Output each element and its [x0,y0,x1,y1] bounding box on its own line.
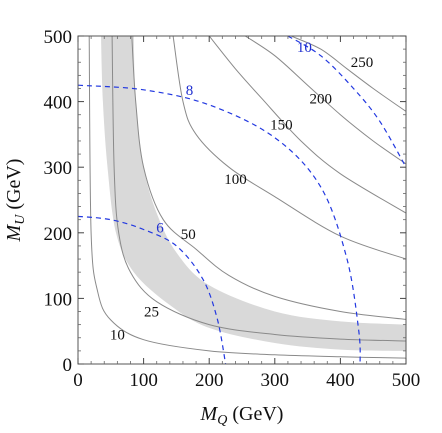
y-tick-label-200: 200 [44,224,73,245]
contour-label-group: 10 25 50 100 150 200 250 6 8 10 [110,40,374,343]
solid-contour-250 [290,36,406,112]
solid-contour-label-200: 200 [309,91,332,107]
dashed-contour-8 [78,84,361,364]
y-axis-label: MU (GeV) [3,159,28,243]
x-tick-label-200: 200 [195,370,224,391]
y-tick-label-100: 100 [44,289,73,310]
dashed-contour-label-6: 6 [156,221,164,237]
x-axis-label: MQ (GeV) [200,403,284,428]
solid-contour-label-25: 25 [144,305,159,321]
y-tick-label-400: 400 [44,93,73,114]
dashed-contour-label-10: 10 [297,40,312,56]
x-axis-label-sub: Q [217,413,227,428]
solid-contour-label-50: 50 [181,227,196,243]
plot-frame [77,35,407,365]
y-tick-label-0: 0 [63,355,73,376]
solid-contour-150 [208,36,406,214]
solid-contour-label-150: 150 [270,118,293,134]
solid-contour-label-250: 250 [351,55,374,71]
solid-contour-25 [111,36,406,342]
x-axis-label-unit: (GeV) [227,403,283,425]
y-axis-label-main: M [3,223,25,242]
solid-contour-label-10: 10 [110,327,125,343]
x-tick-label-300: 300 [261,370,290,391]
solid-contour-group [88,36,406,359]
dashed-contour-10 [287,36,406,168]
y-tick-label-300: 300 [44,158,73,179]
solid-contour-10 [88,36,406,359]
solid-contour-label-100: 100 [224,172,247,188]
x-axis-label-main: M [200,403,219,425]
solid-contour-50 [131,36,406,320]
x-tick-label-100: 100 [129,370,158,391]
x-tick-label-400: 400 [326,370,355,391]
solid-contour-200 [245,36,406,165]
y-axis-label-unit: (GeV) [3,159,25,215]
tick-group: 0 100 200 300 400 500 0 100 200 300 400 500 [44,27,421,391]
x-tick-label-500: 500 [392,370,421,391]
y-axis-label-sub: U [13,214,28,225]
y-tick-label-500: 500 [44,27,73,48]
dashed-contour-label-8: 8 [186,83,194,99]
dashed-contour-group [78,36,406,364]
x-tick-label-0: 0 [73,370,83,391]
uncertainty-band [101,36,406,351]
